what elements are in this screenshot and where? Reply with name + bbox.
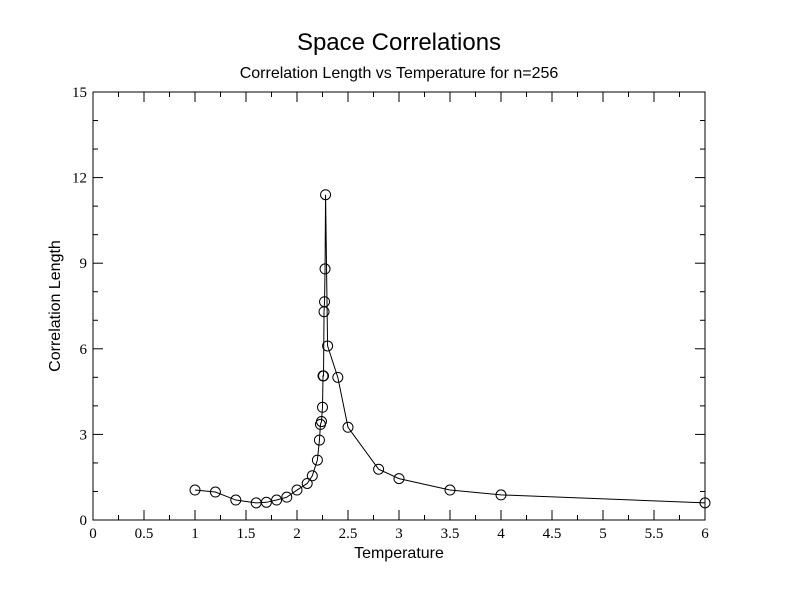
data-point: [444, 484, 456, 496]
x-tick-label: 3.5: [441, 526, 460, 542]
y-tick-label: 12: [72, 171, 87, 187]
data-point: [306, 470, 318, 482]
chart-subtitle: Correlation Length vs Temperature for n=…: [240, 65, 559, 82]
x-tick-label: 2.5: [339, 526, 358, 542]
data-point: [271, 494, 283, 506]
data-point: [319, 263, 331, 275]
plot-frame: [92, 91, 706, 521]
chart-title: Space Correlations: [297, 29, 501, 56]
data-point: [230, 494, 242, 506]
data-point: [311, 454, 323, 466]
x-tick-label: 4: [497, 526, 505, 542]
data-point: [260, 496, 272, 508]
y-tick-label: 3: [80, 427, 88, 443]
x-tick-label: 5: [599, 526, 607, 542]
x-tick-label: 0.5: [135, 526, 154, 542]
data-point: [318, 370, 330, 382]
data-point: [320, 189, 332, 201]
y-axis-label: Correlation Length: [47, 240, 64, 372]
axis-ticks: [92, 91, 706, 521]
data-point: [373, 463, 385, 475]
y-tick-label: 0: [80, 513, 88, 529]
x-tick-label: 1: [191, 526, 199, 542]
data-point: [393, 473, 405, 485]
data-point: [301, 477, 313, 489]
x-tick-label: 5.5: [645, 526, 664, 542]
data-point: [209, 486, 221, 498]
x-tick-label: 4.5: [543, 526, 562, 542]
y-tick-label: 9: [80, 256, 88, 272]
data-point: [495, 489, 507, 501]
x-tick-label: 1.5: [237, 526, 256, 542]
data-point: [315, 416, 327, 428]
data-point: [189, 484, 201, 496]
axis-tick-labels: 0 0.5 1 1.5 2 2.5 3 3.5 4 4.5 5 5.5 6 0 3 6 9 12 15: [72, 85, 709, 542]
x-tick-label: 2: [293, 526, 301, 542]
series-line: [194, 194, 706, 504]
y-tick-label: 15: [72, 85, 87, 101]
data-point: [342, 421, 354, 433]
data-point: [332, 371, 344, 383]
x-axis-label: Temperature: [354, 545, 444, 562]
series-group: [189, 189, 711, 509]
x-tick-label: 0: [89, 526, 97, 542]
data-point: [319, 296, 331, 308]
data-point: [317, 401, 328, 413]
data-point: [699, 497, 711, 509]
data-point: [313, 434, 325, 446]
data-point: [322, 340, 334, 352]
x-tick-label: 3: [395, 526, 403, 542]
x-tick-label: 6: [701, 526, 709, 542]
y-tick-label: 6: [80, 342, 88, 358]
data-point: [291, 484, 303, 496]
data-point: [281, 491, 293, 503]
